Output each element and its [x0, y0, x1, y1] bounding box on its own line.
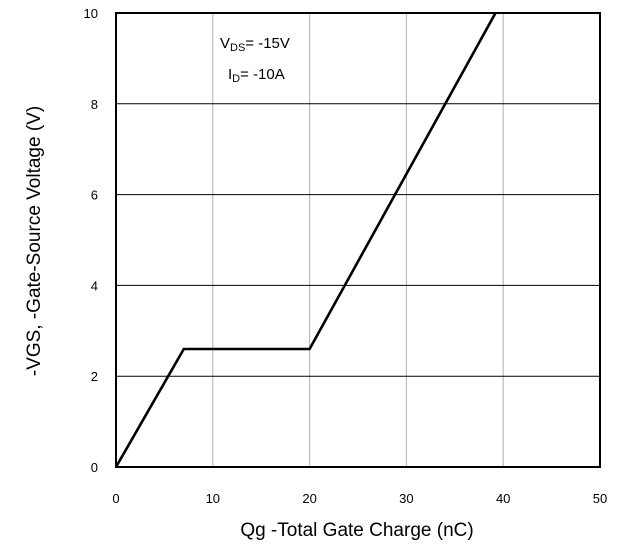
series-line — [114, 12, 497, 468]
x-tick-label: 10 — [206, 491, 220, 506]
y-tick-label: 2 — [91, 369, 98, 384]
x-axis-label: Qg -Total Gate Charge (nC) — [240, 520, 473, 541]
x-tick-labels: 0 10 20 30 40 50 — [112, 491, 607, 506]
annotation-id-value: = -10A — [240, 66, 285, 83]
annotation-id-symbol: I — [228, 66, 232, 83]
annotation-vds-symbol: V — [220, 35, 230, 52]
x-tick-label: 0 — [112, 491, 119, 506]
y-tick-label: 6 — [91, 188, 98, 203]
y-tick-label: 8 — [91, 97, 98, 112]
x-tick-label: 30 — [399, 491, 413, 506]
grid-lines — [116, 13, 600, 467]
y-tick-label: 4 — [91, 278, 98, 293]
annotation-vds: VDS= -15V — [220, 35, 290, 54]
x-tick-label: 40 — [496, 491, 510, 506]
x-tick-label: 20 — [302, 491, 316, 506]
annotation-vds-subscript: DS — [230, 42, 245, 54]
y-axis-label: -VGS, -Gate-Source Voltage (V) — [24, 106, 45, 376]
y-tick-labels: 0 2 4 6 8 10 — [84, 6, 98, 475]
annotation-vds-value: = -15V — [245, 35, 290, 52]
plot-frame — [115, 12, 601, 468]
y-tick-label: 0 — [91, 460, 98, 475]
x-tick-label: 50 — [593, 491, 607, 506]
annotation-id: ID= -10A — [228, 66, 285, 85]
y-tick-label: 10 — [84, 6, 98, 21]
annotation-id-subscript: D — [232, 73, 240, 85]
